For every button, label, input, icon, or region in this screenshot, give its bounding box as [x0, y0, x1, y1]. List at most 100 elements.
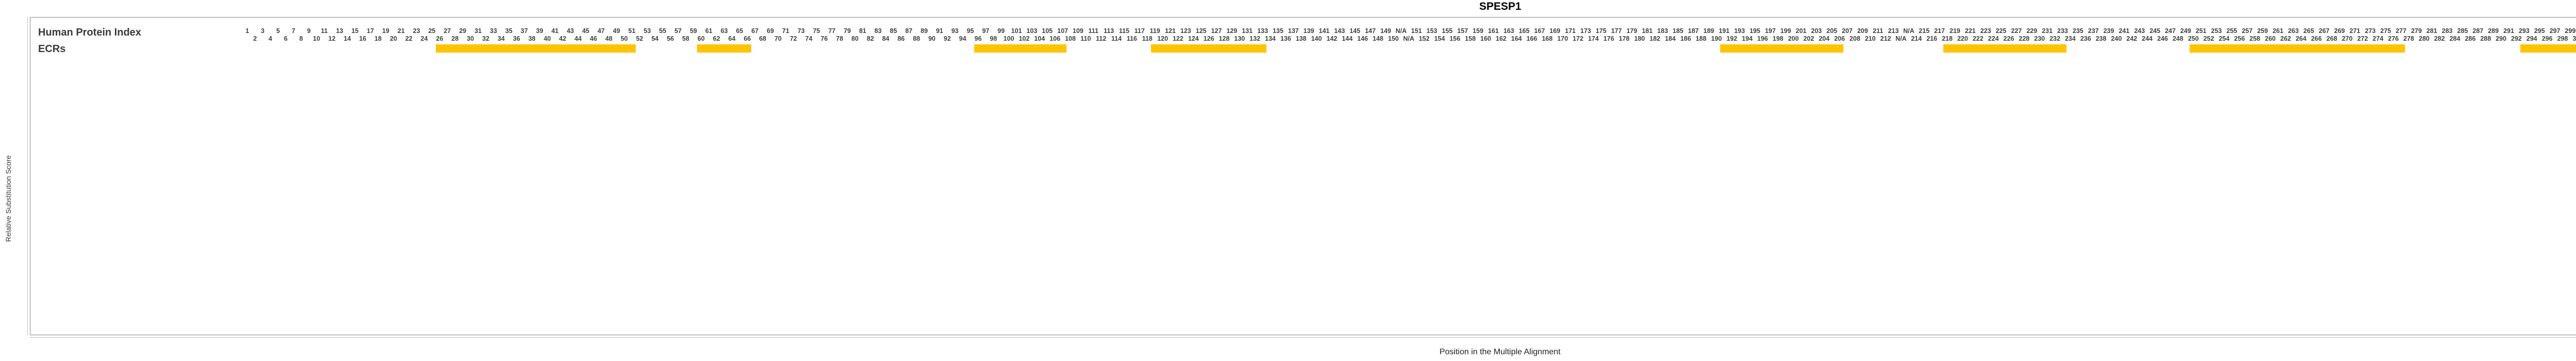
- human-index-number: 137: [1288, 27, 1299, 35]
- human-index-number: 293: [2518, 27, 2530, 35]
- human-index-number: 164: [1511, 35, 1522, 42]
- human-index-number: 86: [897, 35, 905, 42]
- human-index-number: 207: [1842, 27, 1853, 35]
- human-index-number: 278: [2403, 35, 2414, 42]
- human-index-number: 77: [828, 27, 836, 35]
- human-index-number: 287: [2472, 27, 2484, 35]
- human-index-number: 76: [820, 35, 828, 42]
- human-index-number: 192: [1726, 35, 1737, 42]
- human-index-number: 27: [444, 27, 451, 35]
- human-index-number: 166: [1526, 35, 1537, 42]
- human-index-number: 46: [589, 35, 597, 42]
- human-index-number: 265: [2303, 27, 2314, 35]
- human-index-number: 270: [2342, 35, 2353, 42]
- human-index-number: 28: [451, 35, 459, 42]
- human-index-number: 224: [1988, 35, 1999, 42]
- human-index-number: 40: [544, 35, 551, 42]
- human-index-number: 99: [997, 27, 1005, 35]
- plot-area: [30, 17, 2576, 335]
- human-index-number: 11: [320, 27, 328, 35]
- human-index-number: 250: [2188, 35, 2199, 42]
- human-index-number: 258: [2249, 35, 2261, 42]
- human-index-number: 2: [253, 35, 257, 42]
- human-index-number: 263: [2287, 27, 2299, 35]
- human-index-number: 268: [2326, 35, 2337, 42]
- human-index-number: 244: [2142, 35, 2153, 42]
- human-index-number: 121: [1165, 27, 1176, 35]
- human-index-number: 125: [1195, 27, 1207, 35]
- human-index-number: 37: [520, 27, 528, 35]
- human-index-number: 262: [2280, 35, 2291, 42]
- human-index-number: 119: [1149, 27, 1160, 35]
- human-index-number: 71: [782, 27, 790, 35]
- human-index-number: 54: [651, 35, 659, 42]
- human-index-number: 24: [420, 35, 428, 42]
- human-index-number: 32: [482, 35, 489, 42]
- human-index-number: 12: [328, 35, 336, 42]
- human-index-number: 197: [1765, 27, 1776, 35]
- human-index-number: 168: [1541, 35, 1553, 42]
- axis-frame-left-line: [27, 17, 28, 335]
- human-protein-index-label: Human Protein Index: [38, 27, 142, 38]
- human-index-number: 92: [943, 35, 951, 42]
- human-index-number: 117: [1134, 27, 1145, 35]
- human-index-number: 139: [1303, 27, 1314, 35]
- human-index-number: 226: [2003, 35, 2014, 42]
- human-index-number: 111: [1088, 27, 1099, 35]
- human-index-number: 38: [528, 35, 536, 42]
- human-index-number: 20: [389, 35, 397, 42]
- human-index-number: 178: [1619, 35, 1630, 42]
- human-index-number: 34: [497, 35, 505, 42]
- human-index-number: 114: [1111, 35, 1122, 42]
- human-index-number: 267: [2318, 27, 2330, 35]
- human-index-number: 109: [1073, 27, 1083, 35]
- human-index-number: 49: [613, 27, 620, 35]
- human-index-number: 289: [2488, 27, 2499, 35]
- human-index-number: 249: [2180, 27, 2191, 35]
- ecrs-label: ECRs: [38, 43, 66, 55]
- human-index-number: 132: [1249, 35, 1261, 42]
- human-index-number: 285: [2457, 27, 2468, 35]
- human-index-number: 107: [1057, 27, 1068, 35]
- human-index-number: 161: [1488, 27, 1499, 35]
- human-index-number: 183: [1657, 27, 1668, 35]
- human-index-number: 75: [812, 27, 820, 35]
- human-index-number: 22: [405, 35, 413, 42]
- human-index-number: 277: [2395, 27, 2406, 35]
- human-index-number: 93: [951, 27, 959, 35]
- human-index-number: 199: [1780, 27, 1791, 35]
- human-index-number: 234: [2064, 35, 2076, 42]
- human-index-number: 189: [1703, 27, 1715, 35]
- human-index-number: 259: [2257, 27, 2268, 35]
- y-axis-label: Relative Substitution Score: [4, 155, 12, 242]
- human-index-number: N/A: [1895, 35, 1907, 42]
- human-index-number: 102: [1019, 35, 1030, 42]
- human-index-number: 5: [276, 27, 280, 35]
- human-index-number: 175: [1596, 27, 1607, 35]
- ecr-region-bar: [1943, 44, 2066, 53]
- human-index-number: 211: [1873, 27, 1884, 35]
- human-index-number: 217: [1934, 27, 1945, 35]
- human-index-number: 25: [428, 27, 436, 35]
- human-index-number: 60: [697, 35, 705, 42]
- human-index-number: 127: [1211, 27, 1222, 35]
- human-index-number: 290: [2496, 35, 2506, 42]
- human-index-number: 135: [1273, 27, 1284, 35]
- human-index-number: 162: [1496, 35, 1506, 42]
- human-index-number: 170: [1557, 35, 1568, 42]
- human-index-number: 242: [2126, 35, 2138, 42]
- human-index-number: 191: [1719, 27, 1730, 35]
- human-index-number: 186: [1680, 35, 1691, 42]
- human-index-number: 59: [689, 27, 697, 35]
- human-index-number: 160: [1480, 35, 1492, 42]
- human-index-number: 23: [413, 27, 420, 35]
- human-index-number: 298: [2557, 35, 2568, 42]
- human-index-number: 91: [936, 27, 943, 35]
- human-index-number: 271: [2349, 27, 2361, 35]
- human-index-number: 104: [1034, 35, 1045, 42]
- human-index-number: 122: [1173, 35, 1183, 42]
- human-index-number: 26: [436, 35, 444, 42]
- human-index-number: 182: [1649, 35, 1660, 42]
- human-index-number: 206: [1834, 35, 1845, 42]
- human-index-number: 238: [2095, 35, 2107, 42]
